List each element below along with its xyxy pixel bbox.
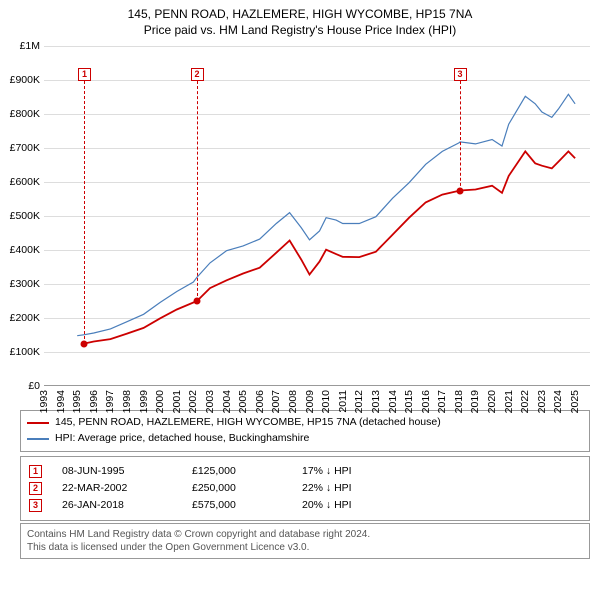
legend-label: HPI: Average price, detached house, Buck… — [55, 431, 309, 447]
x-tick-label: 1993 — [38, 390, 50, 413]
x-tick-label: 2015 — [403, 390, 415, 413]
x-tick-label: 2002 — [187, 390, 199, 413]
sale-hpi-diff: 17% ↓ HPI — [302, 465, 412, 477]
x-tick-label: 2004 — [221, 390, 233, 413]
y-tick-label: £600K — [10, 176, 40, 188]
y-tick-label: £200K — [10, 312, 40, 324]
footer-line: This data is licensed under the Open Gov… — [27, 541, 583, 554]
x-tick-label: 2003 — [204, 390, 216, 413]
attribution-footer: Contains HM Land Registry data © Crown c… — [20, 523, 590, 559]
x-tick-label: 2025 — [569, 390, 581, 413]
x-tick-label: 2008 — [287, 390, 299, 413]
sale-marker-dot — [457, 187, 464, 194]
sales-table-row: 1 08-JUN-1995 £125,000 17% ↓ HPI — [29, 463, 581, 480]
y-tick-label: £1M — [20, 40, 40, 52]
sale-marker-line — [197, 81, 198, 301]
x-tick-label: 2016 — [420, 390, 432, 413]
x-tick-label: 2019 — [469, 390, 481, 413]
x-tick-label: 2022 — [519, 390, 531, 413]
x-tick-label: 2020 — [486, 390, 498, 413]
y-tick-label: £500K — [10, 210, 40, 222]
sale-marker-box: 3 — [29, 499, 42, 512]
sale-marker-box: 2 — [29, 482, 42, 495]
x-tick-label: 2023 — [536, 390, 548, 413]
x-tick-label: 2009 — [304, 390, 316, 413]
series-line-property — [85, 152, 576, 344]
x-tick-label: 2011 — [337, 390, 349, 413]
sale-date: 26-JAN-2018 — [62, 499, 172, 511]
title-subtitle: Price paid vs. HM Land Registry's House … — [0, 22, 600, 38]
x-tick-label: 1997 — [104, 390, 116, 413]
y-tick-label: £100K — [10, 346, 40, 358]
legend-swatch — [27, 422, 49, 424]
x-tick-label: 1994 — [55, 390, 67, 413]
legend-row: 145, PENN ROAD, HAZLEMERE, HIGH WYCOMBE,… — [27, 415, 583, 431]
sale-price: £250,000 — [192, 482, 282, 494]
sales-table: 1 08-JUN-1995 £125,000 17% ↓ HPI 2 22-MAR-200… — [20, 456, 590, 521]
x-tick-label: 2021 — [503, 390, 515, 413]
x-tick-label: 2006 — [254, 390, 266, 413]
series-line-hpi — [77, 95, 575, 336]
sale-hpi-diff: 22% ↓ HPI — [302, 482, 412, 494]
x-tick-label: 2012 — [353, 390, 365, 413]
sales-table-row: 3 26-JAN-2018 £575,000 20% ↓ HPI — [29, 497, 581, 514]
x-tick-label: 1999 — [138, 390, 150, 413]
sale-marker-dot — [81, 340, 88, 347]
sale-marker-box: 3 — [454, 68, 467, 81]
legend: 145, PENN ROAD, HAZLEMERE, HIGH WYCOMBE,… — [20, 410, 590, 452]
legend-label: 145, PENN ROAD, HAZLEMERE, HIGH WYCOMBE,… — [55, 415, 441, 431]
sales-table-row: 2 22-MAR-2002 £250,000 22% ↓ HPI — [29, 480, 581, 497]
y-tick-label: £800K — [10, 108, 40, 120]
chart-container: 145, PENN ROAD, HAZLEMERE, HIGH WYCOMBE,… — [0, 0, 600, 590]
legend-row: HPI: Average price, detached house, Buck… — [27, 431, 583, 447]
sale-date: 08-JUN-1995 — [62, 465, 172, 477]
x-tick-label: 2007 — [270, 390, 282, 413]
x-tick-label: 1995 — [71, 390, 83, 413]
sale-marker-line — [460, 81, 461, 191]
legend-swatch — [27, 438, 49, 440]
y-tick-label: £900K — [10, 74, 40, 86]
x-tick-label: 2001 — [171, 390, 183, 413]
title-block: 145, PENN ROAD, HAZLEMERE, HIGH WYCOMBE,… — [0, 0, 600, 38]
x-tick-label: 2024 — [552, 390, 564, 413]
x-tick-label: 2005 — [237, 390, 249, 413]
sale-price: £575,000 — [192, 499, 282, 511]
y-tick-label: £700K — [10, 142, 40, 154]
sale-marker-dot — [194, 298, 201, 305]
sale-marker-box: 1 — [78, 68, 91, 81]
plot-area: £0£100K£200K£300K£400K£500K£600K£700K£80… — [44, 46, 590, 386]
x-tick-label: 2010 — [320, 390, 332, 413]
chart-area: £0£100K£200K£300K£400K£500K£600K£700K£80… — [44, 46, 590, 406]
x-tick-label: 2017 — [436, 390, 448, 413]
x-tick-label: 1998 — [121, 390, 133, 413]
sale-marker-line — [84, 81, 85, 344]
y-tick-label: £300K — [10, 278, 40, 290]
x-tick-label: 2013 — [370, 390, 382, 413]
footer-line: Contains HM Land Registry data © Crown c… — [27, 528, 583, 541]
x-tick-label: 2000 — [154, 390, 166, 413]
sale-hpi-diff: 20% ↓ HPI — [302, 499, 412, 511]
y-tick-label: £400K — [10, 244, 40, 256]
x-tick-label: 2018 — [453, 390, 465, 413]
sale-marker-box: 2 — [191, 68, 204, 81]
series-svg — [44, 46, 590, 386]
sale-price: £125,000 — [192, 465, 282, 477]
sale-marker-box: 1 — [29, 465, 42, 478]
sale-date: 22-MAR-2002 — [62, 482, 172, 494]
title-address: 145, PENN ROAD, HAZLEMERE, HIGH WYCOMBE,… — [0, 6, 600, 22]
x-tick-label: 2014 — [387, 390, 399, 413]
x-tick-label: 1996 — [88, 390, 100, 413]
